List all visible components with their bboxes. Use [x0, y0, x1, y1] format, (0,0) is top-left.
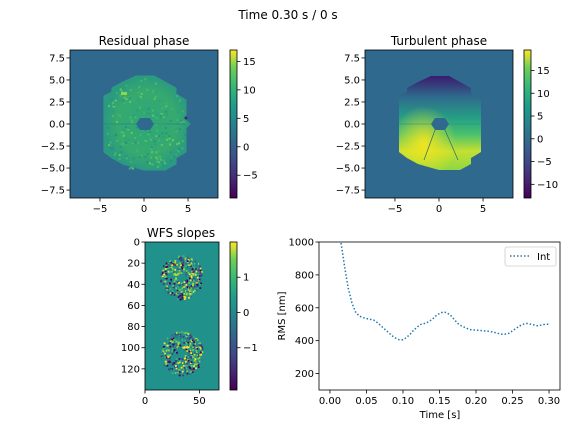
residual-y-tick-2: 2.5: [49, 97, 65, 108]
rms-y-tick-1: 800: [295, 270, 314, 281]
wfs-y-tick-2: 40: [127, 280, 140, 291]
rms-x-tick-6: 0.30: [538, 396, 560, 407]
wfs-slopes-panel: WFS slopes 0 50 0 20 40 60 80 100 120 1 0 −1: [121, 226, 258, 407]
turbulent-phase-title: Turbulent phase: [390, 34, 487, 48]
wfs-y-tick-0: 0: [134, 238, 140, 249]
wfs-x-tick-1: 50: [193, 396, 206, 407]
wfs-x-tick-0: 0: [142, 396, 148, 407]
figure-suptitle: Time 0.30 s / 0 s: [237, 8, 337, 22]
turbulent-cbar-tick-1: 10: [537, 89, 550, 100]
residual-x-tick-0: −5: [93, 204, 108, 215]
residual-phase-title: Residual phase: [99, 34, 190, 48]
residual-phase-panel: Residual phase −5 0 5 7.5 5.0 2.5 0.0 −2.5 −5.0 −…: [41, 34, 258, 215]
turbulent-x-tick-0: −5: [388, 204, 403, 215]
turbulent-x-tick-2: 5: [480, 204, 486, 215]
residual-phase-colorbar-ticks: 15 10 5 0 −5: [237, 57, 258, 182]
wfs-y-tick-5: 100: [121, 343, 140, 354]
turbulent-cbar-tick-5: −10: [537, 180, 558, 191]
wfs-cbar-tick-2: −1: [243, 343, 258, 354]
wfs-y-tick-4: 80: [127, 322, 140, 333]
residual-y-tick-4: −2.5: [41, 142, 65, 153]
wfs-cbar-tick-0: 1: [243, 273, 249, 284]
turbulent-phase-colorbar: [524, 50, 531, 198]
turbulent-y-tick-2: 2.5: [344, 97, 360, 108]
residual-x-tick-1: 0: [141, 204, 147, 215]
residual-cbar-tick-2: 5: [243, 114, 249, 125]
turbulent-x-tick-1: 0: [436, 204, 442, 215]
rms-x-tick-3: 0.15: [428, 396, 450, 407]
wfs-slopes-colorbar-ticks: 1 0 −1: [237, 273, 258, 354]
rms-x-tick-5: 0.25: [501, 396, 523, 407]
turbulent-y-tick-3: 0.0: [344, 120, 360, 131]
turbulent-phase-colorbar-ticks: 15 10 5 0 −5 −10: [531, 66, 558, 191]
rms-y-tick-3: 400: [295, 336, 314, 347]
turbulent-y-tick-0: 7.5: [344, 53, 360, 64]
wfs-slopes-title: WFS slopes: [147, 226, 215, 240]
wfs-slopes-colorbar: [230, 242, 237, 390]
turbulent-cbar-tick-2: 5: [537, 112, 543, 123]
residual-y-tick-5: −5.0: [41, 164, 65, 175]
rms-x-axis-label: Time [s]: [419, 410, 461, 421]
rms-y-tick-4: 200: [295, 369, 314, 380]
rms-x-tick-0: 0.00: [319, 396, 341, 407]
turbulent-cbar-tick-4: −5: [537, 157, 552, 168]
turbulent-phase-panel: Turbulent phase −5 0 5 7.5 5.0 2.5 0.0 −2.5 −5.0…: [336, 34, 558, 215]
residual-y-tick-0: 7.5: [49, 53, 65, 64]
residual-y-tick-1: 5.0: [49, 75, 65, 86]
wfs-y-tick-1: 20: [127, 259, 140, 270]
legend-label-int: Int: [537, 252, 550, 263]
turbulent-cbar-tick-3: 0: [537, 134, 543, 145]
turbulent-phase-pupil: [399, 76, 481, 170]
rms-x-tick-1: 0.05: [355, 396, 377, 407]
wfs-y-tick-6: 120: [121, 364, 140, 375]
wfs-cbar-tick-1: 0: [243, 308, 249, 319]
rms-y-tick-0: 1000: [289, 238, 314, 249]
residual-y-tick-6: −7.5: [41, 186, 65, 197]
rms-x-tick-2: 0.10: [392, 396, 414, 407]
turbulent-y-tick-5: −5.0: [336, 164, 360, 175]
rms-x-tick-4: 0.20: [465, 396, 487, 407]
residual-cbar-tick-3: 0: [243, 142, 249, 153]
residual-cbar-tick-0: 15: [243, 57, 256, 68]
residual-cbar-tick-1: 10: [243, 85, 256, 96]
turbulent-cbar-tick-0: 15: [537, 66, 550, 77]
rms-y-tick-2: 600: [295, 303, 314, 314]
residual-x-tick-2: 5: [185, 204, 191, 215]
rms-panel: 0.00 0.05 0.10 0.15 0.20 0.25 0.30 1000 800 600 40…: [277, 222, 560, 421]
rms-legend: Int: [505, 247, 556, 266]
residual-phase-colorbar: [230, 50, 237, 198]
turbulent-y-tick-6: −7.5: [336, 186, 360, 197]
residual-y-tick-3: 0.0: [49, 120, 65, 131]
rms-y-axis-label: RMS [nm]: [277, 291, 288, 340]
residual-cbar-tick-4: −5: [243, 171, 258, 182]
turbulent-y-tick-4: −2.5: [336, 142, 360, 153]
turbulent-y-tick-1: 5.0: [344, 75, 360, 86]
wfs-y-tick-3: 60: [127, 301, 140, 312]
